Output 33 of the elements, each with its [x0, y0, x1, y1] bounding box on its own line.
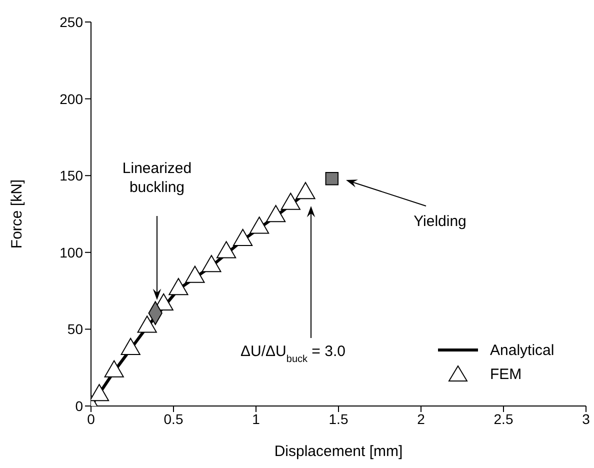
point [185, 266, 205, 283]
x-tick-label: 3 [582, 410, 590, 427]
legend-label: FEM [490, 366, 522, 382]
x-axis-title: Displacement [mm] [274, 443, 403, 460]
point [120, 338, 140, 356]
point [249, 216, 270, 234]
point [137, 316, 157, 333]
y-tick-label: 50 [67, 321, 84, 338]
point [168, 278, 188, 296]
annotation: Linearized buckling [122, 160, 192, 196]
point [91, 384, 110, 402]
y-tick-label: 150 [60, 168, 84, 184]
point [216, 241, 236, 258]
x-tick-label: 2 [417, 410, 426, 427]
y-tick-label: 0 [75, 398, 84, 414]
x-tick-label: 0 [87, 410, 96, 427]
y-tick-label: 100 [60, 244, 84, 260]
x-tick-label: 1.5 [328, 410, 348, 427]
legend-label: Analytical [490, 342, 554, 358]
point [202, 254, 222, 272]
x-tick-label: 2.5 [494, 410, 514, 427]
y-tick-label: 250 [60, 14, 84, 30]
x-tick-label: 1 [252, 410, 260, 427]
point [280, 192, 300, 210]
point [232, 228, 253, 246]
y-tick-label: 200 [60, 90, 84, 107]
x-tick-label: 0.5 [164, 410, 184, 427]
annotation: Yielding [414, 213, 466, 230]
point [104, 360, 124, 378]
annotation: ΔU/ΔU$_{buck}$ = 3.0 [240, 343, 346, 364]
y-axis-title: Force [kN] [8, 179, 26, 249]
point [296, 182, 316, 200]
point [266, 205, 286, 222]
